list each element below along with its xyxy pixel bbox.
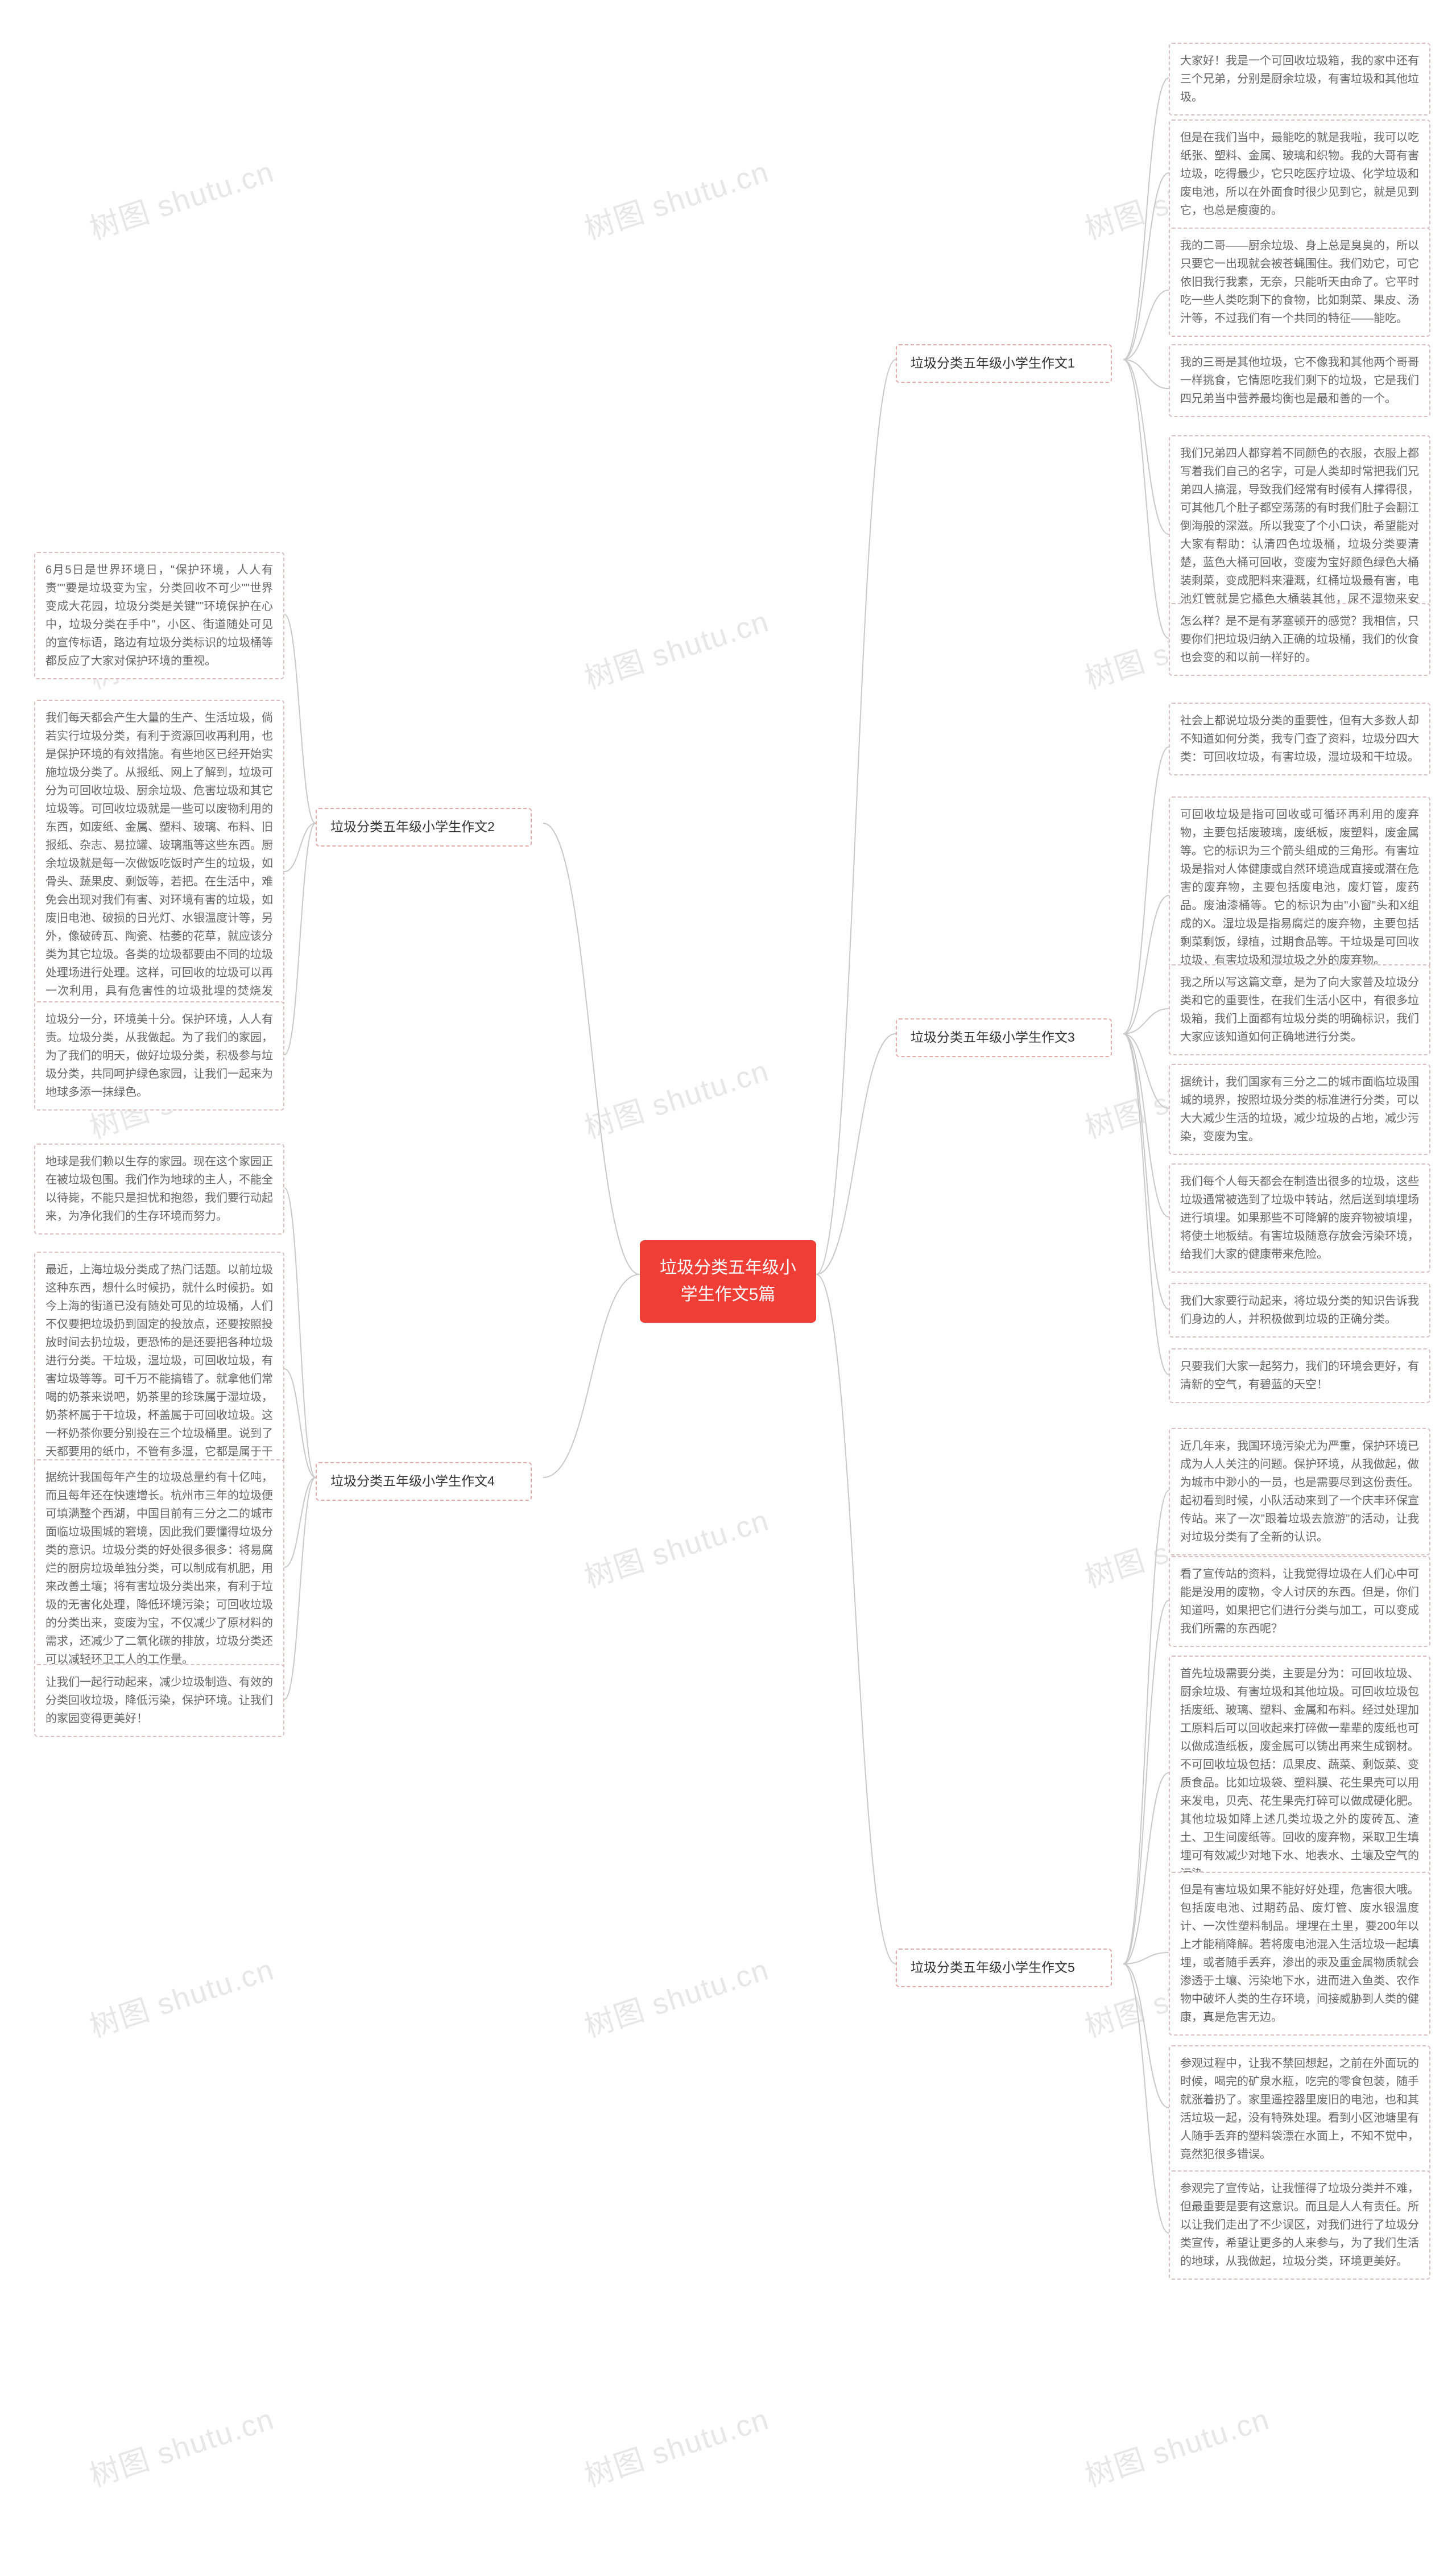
watermark: 树图 shutu.cn (578, 597, 774, 697)
leaf-text: 大家好！我是一个可回收垃圾箱，我的家中还有三个兄弟，分别是厨余垃圾，有害垃圾和其… (1180, 55, 1419, 104)
leaf-text: 看了宣传站的资料，让我觉得垃圾在人们心中可能是没用的废物，令人讨厌的东西。但是，… (1180, 1568, 1419, 1635)
branch-label: 垃圾分类五年级小学生作文2 (330, 819, 495, 834)
leaf-node: 据统计我国每年产生的垃圾总量约有十亿吨，而且每年还在快速增长。杭州市三年的垃圾便… (34, 1459, 284, 1678)
leaf-node: 只要我们大家一起努力，我们的环境会更好，有清新的空气，有碧蓝的天空！ (1169, 1348, 1430, 1403)
leaf-node: 看了宣传站的资料，让我觉得垃圾在人们心中可能是没用的废物，令人讨厌的东西。但是，… (1169, 1556, 1430, 1647)
leaf-text: 我的三哥是其他垃圾，它不像我和其他两个哥哥一样挑食，它情愿吃我们剩下的垃圾，它是… (1180, 356, 1419, 405)
branch-label: 垃圾分类五年级小学生作文3 (911, 1030, 1075, 1045)
watermark: 树图 shutu.cn (578, 2395, 774, 2495)
leaf-text: 可回收垃圾是指可回收或可循环再利用的废弃物，主要包括废玻璃，废纸板，废塑料，废金… (1180, 808, 1419, 967)
leaf-node: 社会上都说垃圾分类的重要性，但有大多数人却不知道如何分类，我专门查了资料，垃圾分… (1169, 703, 1430, 775)
leaf-text: 我之所以写这篇文章，是为了向大家普及垃圾分类和它的重要性，在我们生活小区中，有很… (1180, 976, 1419, 1043)
leaf-text: 近几年来，我国环境污染尤为严重，保护环境已成为人人关注的问题。保护环境，从我做起… (1180, 1440, 1419, 1543)
leaf-text: 地球是我们赖以生存的家园。现在这个家园正在被垃圾包围。我们作为地球的主人，不能全… (46, 1155, 273, 1223)
leaf-node: 但是在我们当中，最能吃的就是我啦，我可以吃纸张、塑料、金属、玻璃和织物。我的大哥… (1169, 119, 1430, 229)
watermark: 树图 shutu.cn (84, 1946, 279, 2045)
leaf-node: 我的二哥——厨余垃圾、身上总是臭臭的，所以只要它一出现就会被苍蝇围住。我们劝它，… (1169, 228, 1430, 337)
leaf-node: 大家好！我是一个可回收垃圾箱，我的家中还有三个兄弟，分别是厨余垃圾，有害垃圾和其… (1169, 43, 1430, 115)
leaf-node: 参观过程中，让我不禁回想起，之前在外面玩的时候，喝完的矿泉水瓶，吃完的零食包装，… (1169, 2045, 1430, 2173)
leaf-node: 据统计，我们国家有三分之二的城市面临垃圾围城的境界，按照垃圾分类的标准进行分类，… (1169, 1064, 1430, 1155)
leaf-text: 参观过程中，让我不禁回想起，之前在外面玩的时候，喝完的矿泉水瓶，吃完的零食包装，… (1180, 2057, 1419, 2161)
leaf-text: 6月5日是世界环境日，"保护环境，人人有责""要是垃圾变为宝，分类回收不可少""… (46, 564, 273, 667)
branch-label: 垃圾分类五年级小学生作文4 (330, 1473, 495, 1488)
leaf-text: 最近，上海垃圾分类成了热门话题。以前垃圾这种东西，想什么时候扔，就什么时候扔。如… (46, 1264, 273, 1476)
leaf-text: 我们兄弟四人都穿着不同颜色的衣服，衣服上都写着我们自己的名字，可是人类却时常把我… (1180, 447, 1419, 624)
leaf-node: 可回收垃圾是指可回收或可循环再利用的废弃物，主要包括废玻璃，废纸板，废塑料，废金… (1169, 796, 1430, 979)
leaf-text: 让我们一起行动起来，减少垃圾制造、有效的分类回收垃圾，降低污染，保护环境。让我们… (46, 1676, 273, 1725)
leaf-text: 我们每个人每天都会在制造出很多的垃圾，这些垃圾通常被选到了垃圾中转站，然后送到填… (1180, 1175, 1419, 1261)
watermark: 树图 shutu.cn (578, 1946, 774, 2045)
leaf-text: 据统计我国每年产生的垃圾总量约有十亿吨，而且每年还在快速增长。杭州市三年的垃圾便… (46, 1471, 273, 1666)
branch-node: 垃圾分类五年级小学生作文1 (896, 344, 1112, 383)
leaf-text: 据统计，我们国家有三分之二的城市面临垃圾围城的境界，按照垃圾分类的标准进行分类，… (1180, 1076, 1419, 1143)
watermark: 树图 shutu.cn (578, 1047, 774, 1146)
leaf-node: 我们大家要行动起来，将垃圾分类的知识告诉我们身边的人，并积极做到垃圾的正确分类。 (1169, 1283, 1430, 1338)
leaf-node: 地球是我们赖以生存的家园。现在这个家园正在被垃圾包围。我们作为地球的主人，不能全… (34, 1144, 284, 1235)
leaf-text: 但是有害垃圾如果不能好好处理，危害很大哦。包括废电池、过期药品、废灯管、废水银温… (1180, 1884, 1419, 2024)
watermark: 树图 shutu.cn (578, 1496, 774, 1596)
watermark: 树图 shutu.cn (578, 148, 774, 247)
leaf-text: 首先垃圾需要分类，主要是分为：可回收垃圾、厨余垃圾、有害垃圾和其他垃圾。可回收垃… (1180, 1667, 1419, 1880)
center-label: 垃圾分类五年级小学生作文5篇 (660, 1258, 796, 1304)
branch-node: 垃圾分类五年级小学生作文5 (896, 1949, 1112, 1987)
leaf-node: 6月5日是世界环境日，"保护环境，人人有责""要是垃圾变为宝，分类回收不可少""… (34, 552, 284, 679)
watermark: 树图 shutu.cn (84, 148, 279, 247)
branch-label: 垃圾分类五年级小学生作文5 (911, 1960, 1075, 1975)
leaf-text: 怎么样？是不是有茅塞顿开的感觉？我相信，只要你们把垃圾归纳入正确的垃圾桶，我们的… (1180, 615, 1419, 664)
leaf-node: 但是有害垃圾如果不能好好处理，危害很大哦。包括废电池、过期药品、废灯管、废水银温… (1169, 1872, 1430, 2036)
leaf-text: 我的二哥——厨余垃圾、身上总是臭臭的，所以只要它一出现就会被苍蝇围住。我们劝它，… (1180, 240, 1419, 325)
leaf-node: 垃圾分一分，环境美十分。保护环境，人人有责。垃圾分类，从我做起。为了我们的家园，… (34, 1001, 284, 1111)
leaf-node: 首先垃圾需要分类，主要是分为：可回收垃圾、厨余垃圾、有害垃圾和其他垃圾。可回收垃… (1169, 1656, 1430, 1892)
leaf-text: 只要我们大家一起努力，我们的环境会更好，有清新的空气，有碧蓝的天空！ (1180, 1360, 1419, 1391)
branch-label: 垃圾分类五年级小学生作文1 (911, 356, 1075, 370)
branch-node: 垃圾分类五年级小学生作文2 (316, 808, 532, 847)
leaf-text: 参观完了宣传站，让我懂得了垃圾分类并不难，但最重要是要有这意识。而且是人人有责任… (1180, 2182, 1419, 2268)
leaf-node: 我们每个人每天都会在制造出很多的垃圾，这些垃圾通常被选到了垃圾中转站，然后送到填… (1169, 1163, 1430, 1273)
branch-node: 垃圾分类五年级小学生作文3 (896, 1018, 1112, 1057)
watermark: 树图 shutu.cn (1079, 2395, 1275, 2495)
branch-node: 垃圾分类五年级小学生作文4 (316, 1462, 532, 1501)
leaf-node: 我的三哥是其他垃圾，它不像我和其他两个哥哥一样挑食，它情愿吃我们剩下的垃圾，它是… (1169, 344, 1430, 417)
center-node: 垃圾分类五年级小学生作文5篇 (640, 1240, 816, 1323)
leaf-node: 最近，上海垃圾分类成了热门话题。以前垃圾这种东西，想什么时候扔，就什么时候扔。如… (34, 1252, 284, 1488)
watermark: 树图 shutu.cn (84, 2395, 279, 2495)
leaf-node: 让我们一起行动起来，减少垃圾制造、有效的分类回收垃圾，降低污染，保护环境。让我们… (34, 1664, 284, 1737)
leaf-text: 垃圾分一分，环境美十分。保护环境，人人有责。垃圾分类，从我做起。为了我们的家园，… (46, 1013, 273, 1099)
leaf-text: 但是在我们当中，最能吃的就是我啦，我可以吃纸张、塑料、金属、玻璃和织物。我的大哥… (1180, 131, 1419, 217)
leaf-node: 近几年来，我国环境污染尤为严重，保护环境已成为人人关注的问题。保护环境，从我做起… (1169, 1428, 1430, 1555)
leaf-node: 参观完了宣传站，让我懂得了垃圾分类并不难，但最重要是要有这意识。而且是人人有责任… (1169, 2170, 1430, 2280)
leaf-text: 社会上都说垃圾分类的重要性，但有大多数人却不知道如何分类，我专门查了资料，垃圾分… (1180, 715, 1419, 763)
leaf-text: 我们大家要行动起来，将垃圾分类的知识告诉我们身边的人，并积极做到垃圾的正确分类。 (1180, 1295, 1419, 1326)
leaf-node: 我之所以写这篇文章，是为了向大家普及垃圾分类和它的重要性，在我们生活小区中，有很… (1169, 964, 1430, 1055)
leaf-node: 怎么样？是不是有茅塞顿开的感觉？我相信，只要你们把垃圾归纳入正确的垃圾桶，我们的… (1169, 603, 1430, 676)
